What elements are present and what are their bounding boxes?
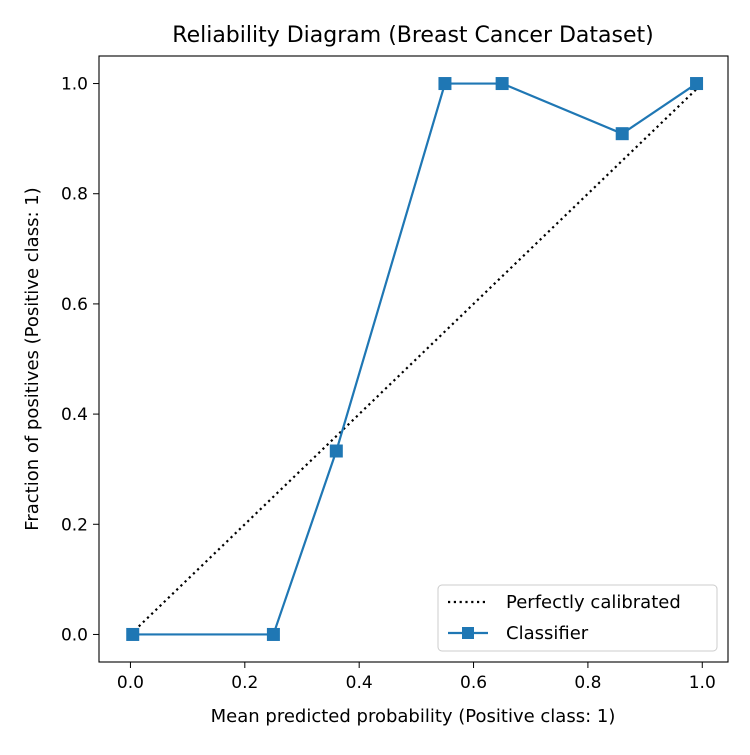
classifier-point <box>329 444 343 458</box>
x-tick-label: 0.2 <box>231 673 258 693</box>
classifier-point <box>495 77 509 91</box>
legend-box <box>437 584 718 652</box>
perfectly-calibrated-line <box>129 82 704 636</box>
y-tick-label: 0.2 <box>61 515 88 535</box>
classifier-point <box>438 77 452 91</box>
plot-area: 0.0 0.2 0.4 0.6 0.8 1.0 0.0 0.2 0.4 0.6 0.8 1.0 <box>61 55 729 693</box>
x-tick-label: 0.6 <box>460 673 487 693</box>
y-tick-label: 0.4 <box>61 405 88 425</box>
x-tick-label: 0.8 <box>574 673 601 693</box>
legend: Perfectly calibrated Classifier <box>437 584 718 652</box>
y-tick-label: 0.8 <box>61 185 88 205</box>
classifier-point <box>266 627 280 641</box>
x-tick-label: 1.0 <box>689 673 716 693</box>
x-axis-label: Mean predicted probability (Positive cla… <box>211 706 616 727</box>
axes-frame <box>98 55 729 663</box>
chart-title: Reliability Diagram (Breast Cancer Datas… <box>172 23 653 48</box>
classifier-point <box>126 627 140 641</box>
classifier-point <box>615 127 629 141</box>
x-tick-label: 0.4 <box>346 673 373 693</box>
legend-label-classifier: Classifier <box>506 623 589 644</box>
legend-label-perfectly-calibrated: Perfectly calibrated <box>506 592 681 613</box>
y-tick-label: 0.0 <box>61 625 88 645</box>
classifier-point <box>690 77 704 91</box>
y-tick-label: 0.6 <box>61 295 88 315</box>
y-tick-label: 1.0 <box>61 75 88 95</box>
y-axis-label: Fraction of positives (Positive class: 1… <box>22 187 43 530</box>
legend-swatch-classifier-marker <box>462 627 474 639</box>
x-tick-label: 0.0 <box>117 673 144 693</box>
classifier-line <box>132 82 698 636</box>
